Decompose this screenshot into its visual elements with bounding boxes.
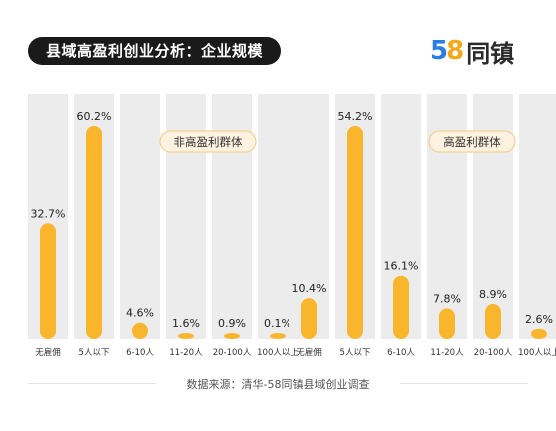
source-divider-right — [400, 383, 528, 384]
category-label: 5人以下 — [79, 348, 110, 358]
category-label: 无雇佣 — [296, 347, 322, 358]
category-label: 100人以上 — [518, 348, 556, 358]
column-background — [120, 94, 160, 339]
bar — [86, 126, 102, 339]
bar — [40, 223, 56, 339]
series-label-badge — [159, 130, 257, 153]
logo-text: 同镇 — [466, 39, 515, 68]
bar-value-label: 0.9% — [218, 317, 246, 330]
bar — [439, 308, 455, 339]
bar — [132, 322, 148, 339]
page-title: 县域高盈利创业分析：企业规模 — [28, 37, 281, 65]
bar — [224, 333, 240, 339]
series-label: 非高盈利群体 — [174, 135, 243, 149]
bar-value-label: 60.2% — [77, 110, 112, 123]
category-label: 11-20人 — [430, 348, 464, 358]
bar-value-label: 54.2% — [338, 110, 373, 123]
bar-value-label: 8.9% — [479, 288, 507, 301]
bar — [347, 126, 363, 339]
logo-digit-5: 5 — [430, 36, 449, 66]
data-source: 数据来源：清华-58同镇县域创业调查 — [186, 378, 370, 391]
category-label: 5人以下 — [340, 348, 371, 358]
bar-value-label: 10.4% — [292, 282, 327, 295]
category-label: 无雇佣 — [35, 347, 61, 358]
bar — [531, 328, 547, 339]
bar-value-label: 7.8% — [433, 292, 461, 305]
bar — [270, 333, 286, 339]
category-label: 20-100人 — [474, 348, 513, 358]
column-background — [519, 94, 556, 339]
category-label: 100人以上 — [257, 348, 299, 358]
brand-logo: 5 8 同镇 — [430, 34, 514, 68]
category-label: 6-10人 — [387, 348, 415, 358]
bar — [485, 304, 501, 339]
category-label: 6-10人 — [126, 348, 154, 358]
bar-value-label: 32.7% — [31, 207, 66, 220]
series-label: 高盈利群体 — [443, 135, 501, 149]
bar-value-label: 1.6% — [172, 317, 200, 330]
bar-value-label: 0.1% — [264, 317, 292, 330]
bar-value-label: 16.1% — [384, 260, 419, 273]
category-label: 20-100人 — [213, 348, 252, 358]
bar — [178, 333, 194, 339]
bar — [301, 298, 317, 339]
logo-digit-8: 8 — [446, 36, 465, 66]
bar-value-label: 4.6% — [126, 307, 154, 320]
source-divider-left — [28, 383, 156, 384]
category-label: 11-20人 — [169, 348, 203, 358]
bar-value-label: 2.6% — [525, 313, 553, 326]
series-label-badge — [428, 130, 516, 153]
bar — [393, 275, 409, 339]
